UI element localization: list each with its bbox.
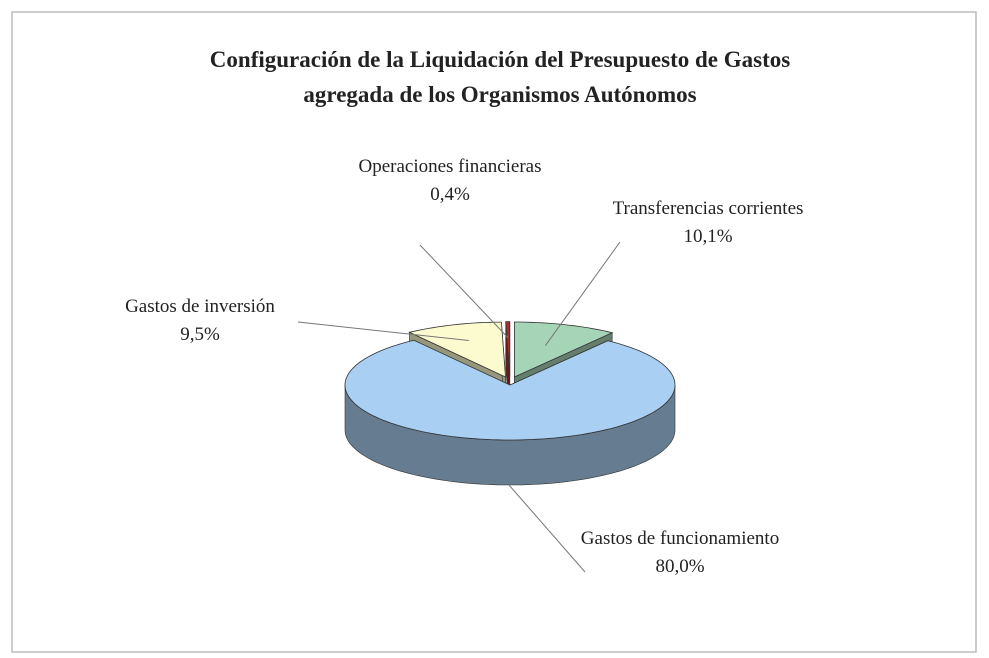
pie-slice — [344, 339, 676, 441]
value-label: 80,0% — [655, 556, 705, 577]
value-label: 0,4% — [430, 184, 470, 205]
chart-title: Configuración de la Liquidación del Pres… — [209, 47, 791, 107]
category-label: Gastos de inversión — [125, 296, 275, 317]
pie-slice — [505, 321, 511, 377]
slice-label: Gastos de inversión 9,5% — [90, 293, 310, 349]
slice-label: Transferencias corrientes 10,1% — [608, 195, 808, 251]
value-label: 10,1% — [683, 226, 733, 247]
pie-slice — [514, 321, 614, 378]
frame — [11, 11, 977, 653]
slice-label: Gastos de funcionamiento 80,0% — [570, 525, 790, 581]
pie-slice — [408, 321, 506, 378]
leader-line — [544, 241, 621, 346]
category-label: Transferencias corrientes — [612, 198, 804, 219]
category-label: Gastos de funcionamiento — [580, 528, 780, 549]
leader-line — [297, 321, 469, 341]
leader-line — [419, 244, 509, 339]
value-label: 9,5% — [180, 324, 220, 345]
category-label: Operaciones financieras — [358, 156, 542, 177]
slice-label: Operaciones financieras 0,4% — [350, 153, 550, 209]
leader-line — [508, 484, 586, 573]
